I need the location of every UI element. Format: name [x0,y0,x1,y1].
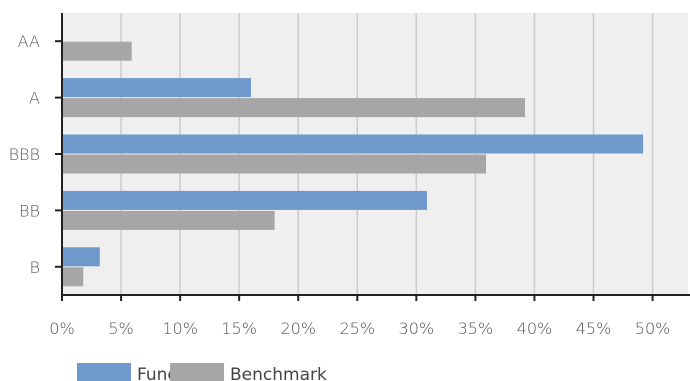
bar-benchmark-aa [63,41,132,61]
x-tick-label: 30% [399,319,435,338]
bars [63,41,644,287]
legend-swatch-fund [77,363,131,381]
y-tick-label: B [30,258,40,277]
gridlines [120,13,654,295]
legend-label-fund: Fund [137,365,178,381]
x-tick-label: 10% [162,319,198,338]
x-tick-label: 35% [458,319,494,338]
x-axis-labels: 0% 5% 10% 15% 20% 25% 30% 35% 40% 45% 50% [49,319,670,338]
x-tick-label: 15% [221,319,257,338]
plot-area [62,13,688,295]
legend: Fund Benchmark [77,363,327,381]
bar-benchmark-a [63,98,526,118]
x-tick-label: 45% [576,319,612,338]
bar-benchmark-b [63,267,84,287]
x-tick-label: 20% [280,319,316,338]
x-tick-label: 25% [340,319,376,338]
x-tick-label: 0% [49,319,74,338]
bar-fund-a [63,78,251,98]
x-tick-label: 40% [517,319,553,338]
bar-fund-b [63,247,100,267]
x-tick-label: 50% [635,319,671,338]
y-tick-label: AA [18,32,40,51]
bar-benchmark-bb [63,210,275,230]
bar-fund-bb [63,190,427,210]
y-tick-label: BB [19,201,40,220]
y-tick-label: A [29,89,40,108]
legend-label-benchmark: Benchmark [230,365,327,381]
axes [55,13,690,301]
bar-benchmark-bbb [63,154,487,174]
bar-fund-bbb [63,134,644,154]
y-tick-label: BBB [9,145,40,164]
legend-swatch-benchmark [170,363,224,381]
x-tick-label: 5% [108,319,133,338]
